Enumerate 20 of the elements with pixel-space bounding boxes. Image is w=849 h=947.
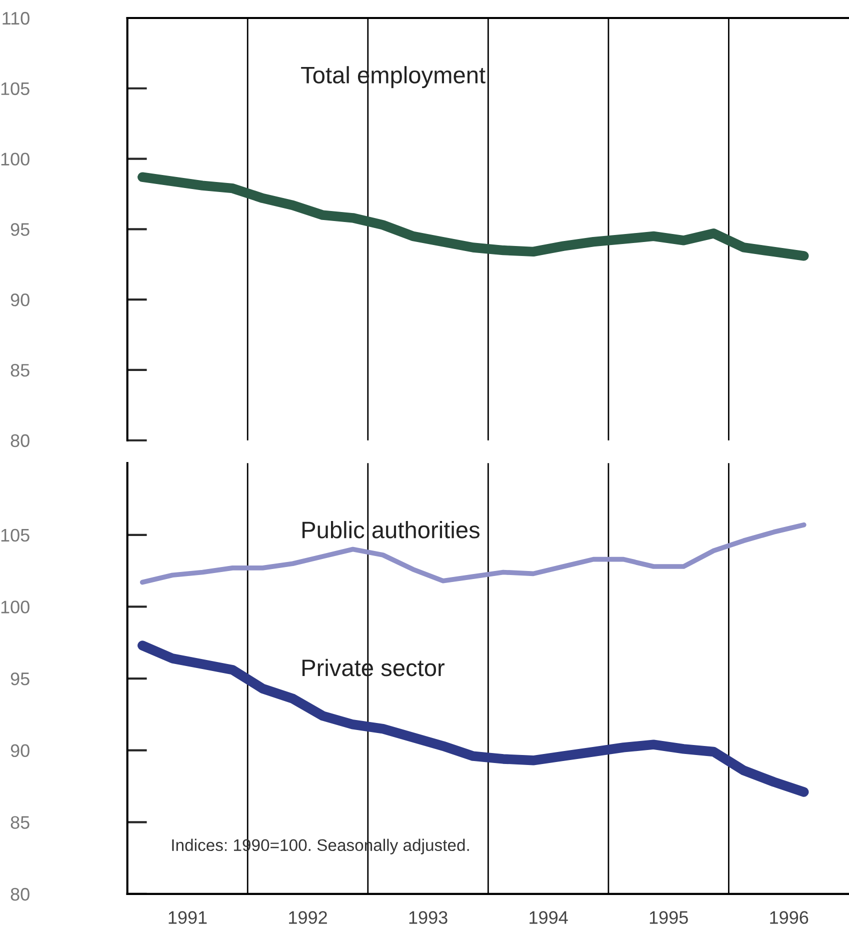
y-tick-label: 95 — [10, 672, 30, 686]
y-tick-label: 80 — [10, 434, 30, 448]
x-tick-label: 1991 — [168, 911, 207, 924]
y-tick-label: 85 — [10, 364, 30, 377]
x-tick-label: 1995 — [650, 911, 688, 924]
y-tick-label: 80 — [10, 888, 30, 901]
y-tick-label: 95 — [10, 223, 30, 236]
y-tick-label: 85 — [10, 816, 30, 829]
x-tick-label: 1992 — [289, 911, 327, 924]
x-tick-label: 1996 — [770, 911, 808, 924]
y-tick-label: 105 — [1, 528, 30, 542]
x-tick-label: 1993 — [409, 911, 448, 924]
y-tick-label: 105 — [1, 82, 30, 96]
y-tick-label: 90 — [10, 294, 30, 306]
y-tick-label: 100 — [1, 152, 30, 166]
series-label: Public authorities — [302, 521, 480, 538]
y-tick-label: 90 — [10, 744, 30, 758]
y-tick-label: 110 — [2, 12, 30, 25]
y-tick-label: 100 — [1, 600, 30, 614]
x-tick-label: 1994 — [530, 911, 568, 924]
